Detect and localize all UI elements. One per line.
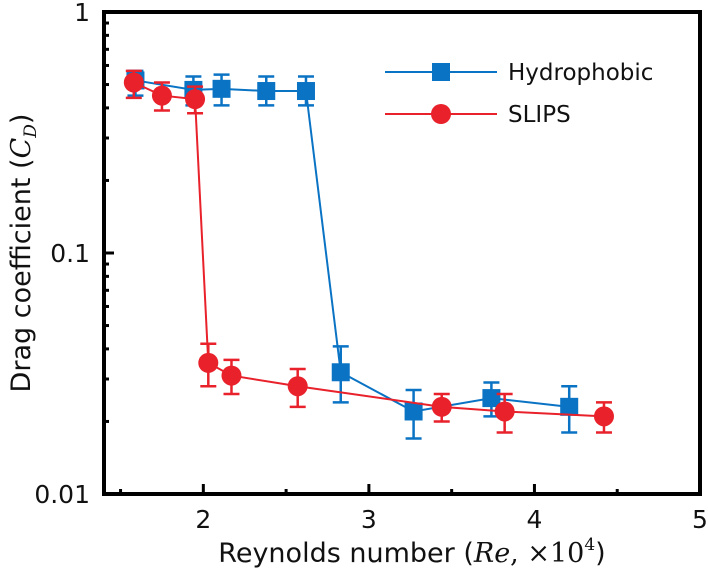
y-tick-label: 0.01	[34, 480, 90, 509]
data-point-circle	[151, 85, 172, 106]
data-point-circle	[494, 401, 515, 422]
x-axis-title-mid: , ×10	[510, 538, 584, 569]
y-tick-label: 0.1	[50, 239, 90, 268]
legend-square-marker-icon	[432, 63, 450, 81]
y-axis-title-sub: D	[21, 124, 41, 139]
x-axis-title-prefix: Reynolds number (	[218, 538, 474, 569]
y-tick-label: 1	[74, 0, 90, 27]
data-point-circle	[431, 396, 452, 417]
series-slips	[123, 69, 614, 434]
data-point-square	[257, 82, 276, 101]
x-axis-title-suffix: )	[595, 538, 606, 569]
series-layer	[123, 69, 614, 440]
legend-item-slips: SLIPS	[385, 102, 571, 128]
data-point-circle	[198, 352, 219, 373]
data-point-square	[331, 363, 350, 382]
data-point-circle	[221, 365, 242, 386]
legend-label-slips: SLIPS	[508, 102, 571, 128]
y-axis-title: Drag coefficient (CD)	[6, 114, 41, 393]
data-point-circle	[185, 89, 206, 110]
y-axis-title-suffix: )	[6, 114, 37, 125]
x-tick-label: 4	[526, 505, 542, 534]
legend-label-hydrophobic: Hydrophobic	[508, 60, 653, 86]
data-point-square	[560, 397, 579, 416]
data-point-square	[404, 402, 423, 421]
data-point-circle	[593, 406, 614, 427]
x-axis-title-italic: Re	[473, 538, 510, 569]
x-axis-title-sup: 4	[584, 535, 595, 555]
data-point-square	[482, 389, 501, 408]
x-axis-title: Reynolds number (Re, ×104)	[218, 535, 605, 569]
x-tick-label: 5	[692, 505, 708, 534]
data-point-circle	[123, 72, 144, 93]
y-axis-title-italic: C	[6, 137, 37, 158]
data-point-circle	[287, 376, 308, 397]
data-point-square	[212, 79, 231, 98]
legend-item-hydrophobic: Hydrophobic	[385, 60, 653, 86]
x-tick-label: 3	[361, 505, 377, 534]
legend-circle-marker-icon	[431, 104, 451, 124]
legend: Hydrophobic SLIPS	[385, 60, 653, 128]
y-axis-title-prefix: Drag coefficient (	[6, 158, 37, 392]
data-point-square	[296, 82, 315, 101]
x-tick-label: 2	[195, 505, 211, 534]
ticks-layer: 2 3 4 5 0.01 0.1 1	[34, 0, 708, 534]
